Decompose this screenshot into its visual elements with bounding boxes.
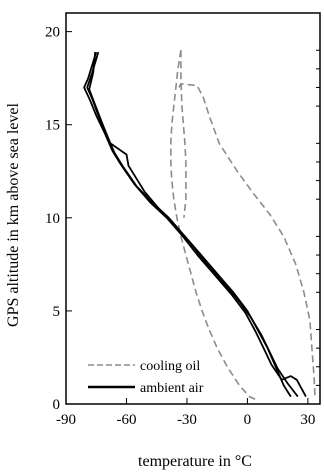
series-line-ambient-air	[88, 52, 299, 398]
plot-frame	[65, 12, 321, 405]
x-tick-label: -60	[116, 412, 136, 428]
series-line-cooling-oil	[178, 83, 316, 397]
series-line-cooling-oil	[170, 50, 258, 402]
legend: cooling oil ambient air	[88, 359, 204, 396]
x-tick-label: -90	[56, 412, 76, 428]
legend-label-cooling-oil: cooling oil	[140, 359, 200, 374]
y-axis-label: GPS altitude in km above sea level	[5, 102, 22, 327]
series-layer	[83, 50, 316, 402]
x-axis-label: temperature in °C	[138, 453, 252, 470]
x-tick-label: 30	[300, 412, 315, 428]
y-tick-label: 10	[45, 211, 60, 227]
legend-label-ambient-air: ambient air	[140, 381, 204, 396]
y-tick-label: 20	[45, 25, 60, 41]
ticks-layer: -90 -60 -30 0 30 0 5 10 15 20	[45, 25, 320, 428]
y-tick-label: 5	[53, 304, 61, 320]
x-tick-label: -30	[177, 412, 197, 428]
series-line-ambient-air	[86, 51, 292, 398]
y-tick-label: 15	[45, 118, 60, 134]
y-tick-label: 0	[53, 397, 61, 413]
series-line-ambient-air	[83, 51, 307, 398]
series-line-cooling-oil	[180, 50, 187, 218]
x-tick-label: 0	[244, 412, 252, 428]
